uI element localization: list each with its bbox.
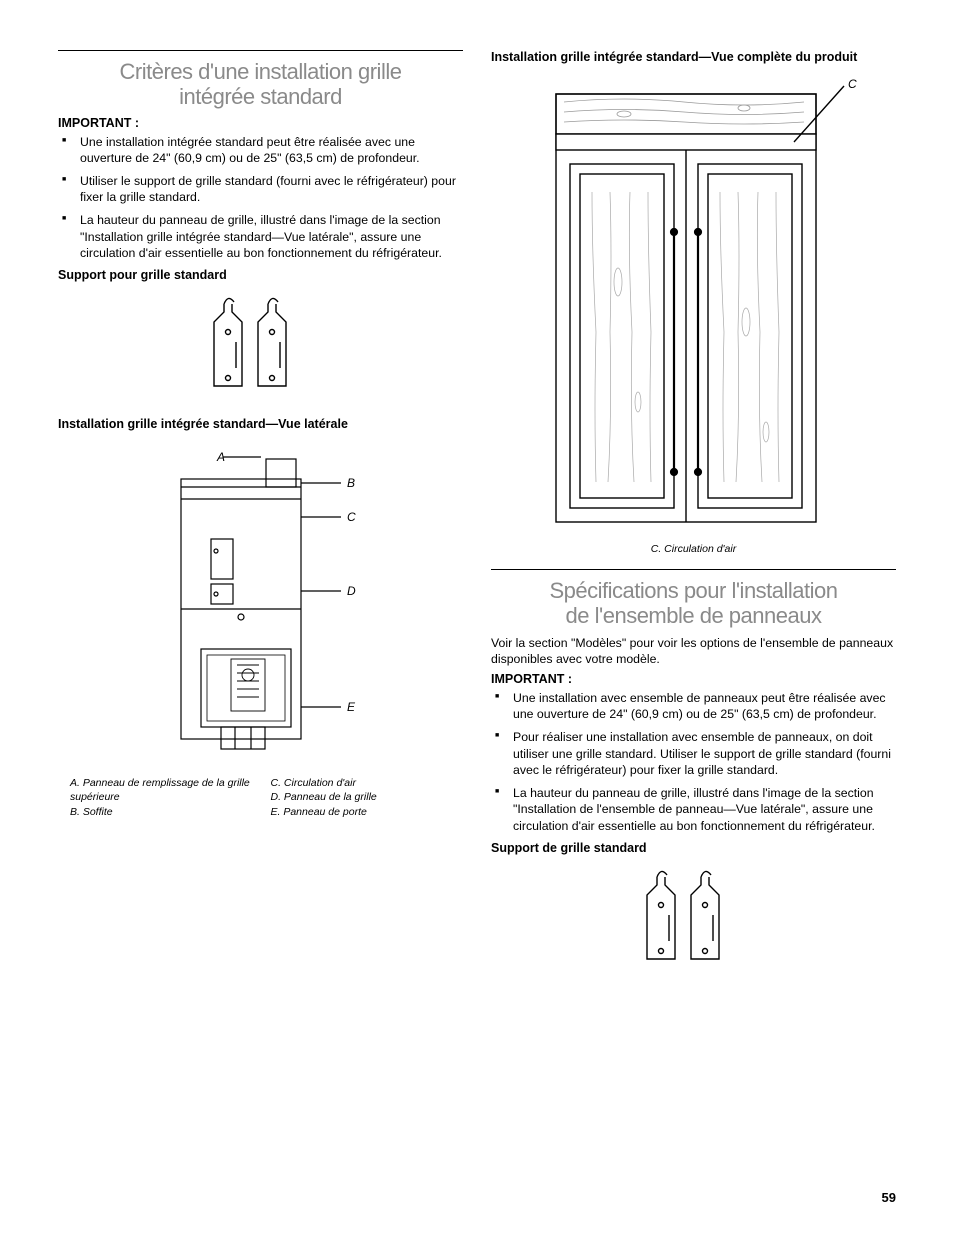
bracket-diagram [206,290,316,400]
left-column: Critères d'une installation grille intég… [58,50,463,990]
bracket-figure-left [58,290,463,405]
caption-col-left: A. Panneau de remplissage de la grille s… [70,776,251,820]
label-A: A [216,450,225,464]
caption-item: B. Soffite [70,805,251,820]
sub-sideview: Installation grille intégrée standard—Vu… [58,417,463,431]
important-label: IMPORTANT : [58,116,463,130]
caption-item: A. Panneau de remplissage de la grille s… [70,776,251,805]
important-label-r: IMPORTANT : [491,672,896,686]
label-C: C [347,510,356,524]
section-title-right: Spécifications pour l'installation de l'… [491,578,896,629]
bracket-diagram-r [639,863,749,973]
list-item: La hauteur du panneau de grille, illustr… [513,785,896,835]
sideview-diagram: A B C D E [111,439,411,759]
label-B: B [347,476,355,490]
list-item: Une installation avec ensemble de pannea… [513,690,896,723]
bullet-list-left: Une installation intégrée standard peut … [58,134,463,262]
section-rule-right [491,569,896,570]
label-E: E [347,700,356,714]
fullview-diagram: C [514,72,874,532]
top-heading-right: Installation grille intégrée standard—Vu… [491,50,896,64]
list-item: Utiliser le support de grille standard (… [80,173,463,206]
caption-col-right: C. Circulation d'air D. Panneau de la gr… [271,776,452,820]
bracket-figure-right [491,863,896,978]
section-rule [58,50,463,51]
bullet-list-right: Une installation avec ensemble de pannea… [491,690,896,835]
intro-text: Voir la section "Modèles" pour voir les … [491,635,896,668]
caption-item: D. Panneau de la grille [271,790,452,805]
sub-support-left: Support pour grille standard [58,268,463,282]
label-D: D [347,584,356,598]
list-item: La hauteur du panneau de grille, illustr… [80,212,463,262]
title-line1: Critères d'une installation grille [120,59,402,84]
title-line1-r: Spécifications pour l'installation [549,578,837,603]
title-line2: intégrée standard [179,84,342,109]
sub-support-right: Support de grille standard [491,841,896,855]
page-number: 59 [882,1190,896,1205]
list-item: Pour réaliser une installation avec ense… [513,729,896,779]
sideview-figure: A B C D E [58,439,463,764]
section-title-left: Critères d'une installation grille intég… [58,59,463,110]
caption-item: C. Circulation d'air [271,776,452,791]
title-line2-r: de l'ensemble de panneaux [566,603,822,628]
label-C-full: C [848,77,857,91]
fullview-figure: C C. Circulation d'air [491,72,896,555]
right-column: Installation grille intégrée standard—Vu… [491,50,896,990]
caption-C: C. Circulation d'air [491,543,896,555]
caption-row: A. Panneau de remplissage de la grille s… [58,776,463,820]
list-item: Une installation intégrée standard peut … [80,134,463,167]
caption-item: E. Panneau de porte [271,805,452,820]
